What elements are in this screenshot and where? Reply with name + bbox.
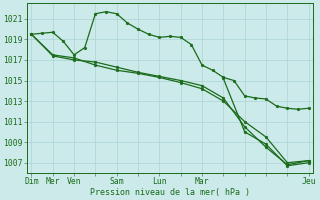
X-axis label: Pression niveau de la mer( hPa ): Pression niveau de la mer( hPa ) bbox=[90, 188, 250, 197]
